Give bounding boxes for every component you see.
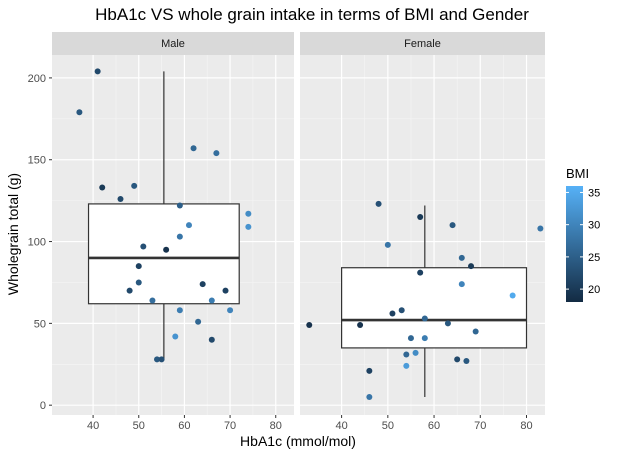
data-point: [163, 246, 170, 253]
y-axis-title: Wholegrain total (g): [5, 173, 21, 295]
facet-strip-label: Male: [161, 38, 185, 50]
x-tick-label: 80: [270, 420, 282, 432]
box-iqr: [87, 203, 240, 305]
facet-strip: [300, 32, 545, 55]
facet-panels: Male 40 50 60 70 80 Female 40 50 60 70 80: [52, 32, 545, 432]
data-point: [389, 310, 396, 317]
data-point: [306, 322, 313, 328]
data-point: [472, 328, 479, 335]
x-tick-label: 40: [335, 420, 347, 432]
data-point: [403, 362, 410, 369]
data-point: [135, 263, 142, 270]
data-point: [537, 225, 544, 232]
facet-panel-male: Male 40 50 60 70 80: [52, 32, 294, 432]
data-point: [403, 351, 410, 358]
legend: BMI 20 25 30 35: [566, 166, 600, 302]
data-point: [245, 210, 252, 217]
y-axis: 0 50 100 150 200: [28, 73, 52, 412]
y-tick-label: 0: [40, 400, 46, 412]
facet-strip-label: Female: [404, 38, 441, 50]
data-point: [135, 279, 142, 286]
data-point: [190, 145, 197, 152]
data-point: [172, 333, 179, 340]
legend-tick-label: 20: [588, 284, 600, 296]
data-point: [458, 281, 465, 288]
data-point: [366, 367, 373, 374]
x-tick-label: 50: [382, 420, 394, 432]
data-point: [199, 281, 206, 288]
y-tick-label: 200: [28, 73, 46, 85]
data-point: [76, 109, 83, 116]
data-point: [458, 254, 465, 261]
x-tick-label: 40: [87, 420, 99, 432]
data-point: [366, 394, 373, 400]
data-point: [213, 150, 220, 157]
data-point: [412, 349, 419, 356]
panel-background: [300, 55, 545, 415]
data-point: [375, 200, 382, 207]
legend-colorbar: [566, 186, 583, 302]
x-tick-label: 60: [178, 420, 190, 432]
data-point: [185, 222, 192, 229]
data-point: [444, 320, 451, 327]
data-point: [208, 336, 215, 343]
data-point: [117, 196, 124, 202]
x-axis-title: HbA1c (mmol/mol): [240, 433, 356, 449]
data-point: [417, 269, 424, 276]
chart-title: HbA1c VS whole grain intake in terms of …: [95, 5, 529, 24]
data-point: [140, 243, 147, 250]
data-point: [245, 223, 252, 230]
data-point: [99, 184, 106, 191]
data-point: [454, 356, 461, 363]
legend-tick-label: 25: [588, 252, 600, 264]
x-tick-label: 70: [224, 420, 236, 432]
x-tick-label: 60: [428, 420, 440, 432]
data-point: [222, 287, 229, 294]
data-point: [509, 292, 516, 299]
data-point: [398, 307, 405, 314]
data-point: [195, 318, 202, 325]
data-point: [384, 241, 391, 248]
data-point: [131, 182, 138, 189]
x-tick-label: 80: [520, 420, 532, 432]
legend-tick-label: 35: [588, 187, 600, 199]
facet-panel-female: Female 40 50 60 70 80: [300, 32, 545, 432]
data-point: [421, 315, 428, 322]
data-point: [227, 307, 234, 314]
data-point: [126, 287, 133, 294]
x-tick-label: 50: [133, 420, 145, 432]
data-point: [176, 307, 183, 314]
data-point: [154, 356, 161, 363]
y-tick-label: 100: [28, 237, 46, 249]
data-point: [149, 297, 156, 304]
data-point: [176, 202, 183, 209]
data-point: [357, 322, 364, 328]
data-point: [421, 335, 428, 342]
y-tick-label: 150: [28, 155, 46, 167]
data-point: [176, 233, 183, 240]
legend-title: BMI: [566, 166, 589, 181]
data-point: [417, 214, 424, 220]
data-point: [208, 297, 215, 304]
data-point: [94, 68, 101, 75]
data-point: [449, 222, 456, 229]
x-tick-label: 70: [474, 420, 486, 432]
data-point: [463, 358, 470, 364]
facet-strip: [52, 32, 294, 55]
data-point: [468, 263, 475, 270]
data-point: [158, 356, 165, 363]
y-tick-label: 50: [34, 318, 46, 330]
legend-tick-label: 30: [588, 220, 600, 232]
data-point: [407, 335, 414, 342]
box-iqr: [341, 267, 528, 349]
